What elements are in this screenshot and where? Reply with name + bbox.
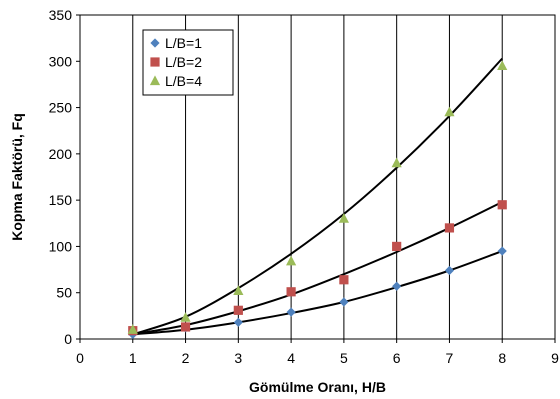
y-tick-label: 350 [49,7,73,23]
data-point [286,307,296,317]
data-point [444,223,455,233]
x-tick-label: 0 [76,350,84,366]
data-point [497,246,507,256]
x-tick-label: 7 [446,350,454,366]
data-point [392,281,402,291]
x-axis-ticks: 0 1 2 3 4 5 6 7 8 9 [76,339,559,366]
data-point [286,287,296,297]
data-point [233,317,243,327]
x-tick-label: 9 [551,350,559,366]
data-point [233,305,243,315]
x-tick-label: 6 [393,350,401,366]
legend: L/B=1 L/B=2 L/B=4 [142,29,234,96]
y-axis-ticks: 0 50 100 150 200 250 300 350 [49,7,80,347]
legend-marker [149,75,161,86]
data-point [444,265,455,276]
x-tick-label: 3 [234,350,242,366]
trendlines [132,57,503,336]
x-tick-label: 1 [129,350,137,366]
x-axis-title: Gömülme Oranı, H/B [249,379,386,395]
legend-marker [150,57,160,67]
y-tick-label: 50 [56,285,72,301]
data-point [391,157,402,168]
plot-area [79,14,556,340]
data-point [233,285,244,295]
x-tick-label: 4 [287,350,295,366]
data-point [180,322,191,332]
data-point [392,241,402,252]
x-tick-label: 2 [182,350,190,366]
data-point [339,275,349,285]
y-tick-label: 100 [49,238,73,254]
trendline-1 [132,250,503,336]
x-tick-label: 5 [340,350,348,366]
y-tick-label: 200 [49,146,73,162]
data-point [497,200,507,210]
data-point [286,255,297,266]
data-point [444,106,455,117]
trendline-3 [132,57,503,336]
legend-label: L/B=2 [165,54,202,70]
data-point [127,324,138,334]
y-tick-label: 150 [49,192,73,208]
legend-label: L/B=1 [165,35,202,51]
x-tick-label: 8 [498,350,506,366]
data-markers [127,60,508,339]
y-tick-label: 250 [49,100,73,116]
data-point [338,213,349,223]
y-axis-title: Kopma Faktörü, Fq [9,113,25,241]
legend-label: L/B=4 [165,73,202,89]
data-point [339,297,349,307]
data-point [497,60,508,71]
y-tick-label: 300 [49,53,73,69]
legend-marker [150,38,160,48]
data-point [180,312,191,322]
y-tick-label: 0 [64,331,72,347]
